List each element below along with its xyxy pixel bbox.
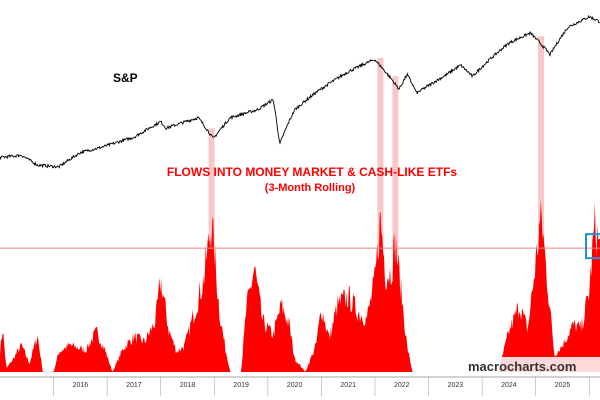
watermark: macrocharts.com <box>468 359 576 374</box>
x-tick-label: 2019 <box>233 382 249 389</box>
highlight-box <box>585 233 600 260</box>
x-tick-label: 2018 <box>180 382 196 389</box>
x-tick-label: 2022 <box>394 382 410 389</box>
sp500-label: S&P <box>113 71 138 85</box>
x-tick-label: 2024 <box>501 382 517 389</box>
x-tick-label: 2020 <box>287 382 303 389</box>
sp500-line <box>0 14 600 169</box>
sp500-panel <box>0 14 600 169</box>
x-tick-label: 2016 <box>73 382 89 389</box>
shaded-period-2 <box>392 76 399 373</box>
flows-title: FLOWS INTO MONEY MARKET & CASH-LIKE ETFs <box>167 165 458 179</box>
x-tick-label: 2025 <box>555 382 571 389</box>
flows-subtitle: (3-Month Rolling) <box>265 182 356 194</box>
x-tick-label: 2017 <box>126 382 142 389</box>
flows-panel <box>0 200 600 372</box>
x-tick-label: 2023 <box>448 382 464 389</box>
x-axis: 2016 2017 2018 2019 2020 2021 2022 2023 2024 2025… <box>0 376 600 396</box>
watermark-backdrop <box>466 357 600 375</box>
x-tick-label: 2021 <box>340 382 356 389</box>
flows-area <box>0 200 600 372</box>
